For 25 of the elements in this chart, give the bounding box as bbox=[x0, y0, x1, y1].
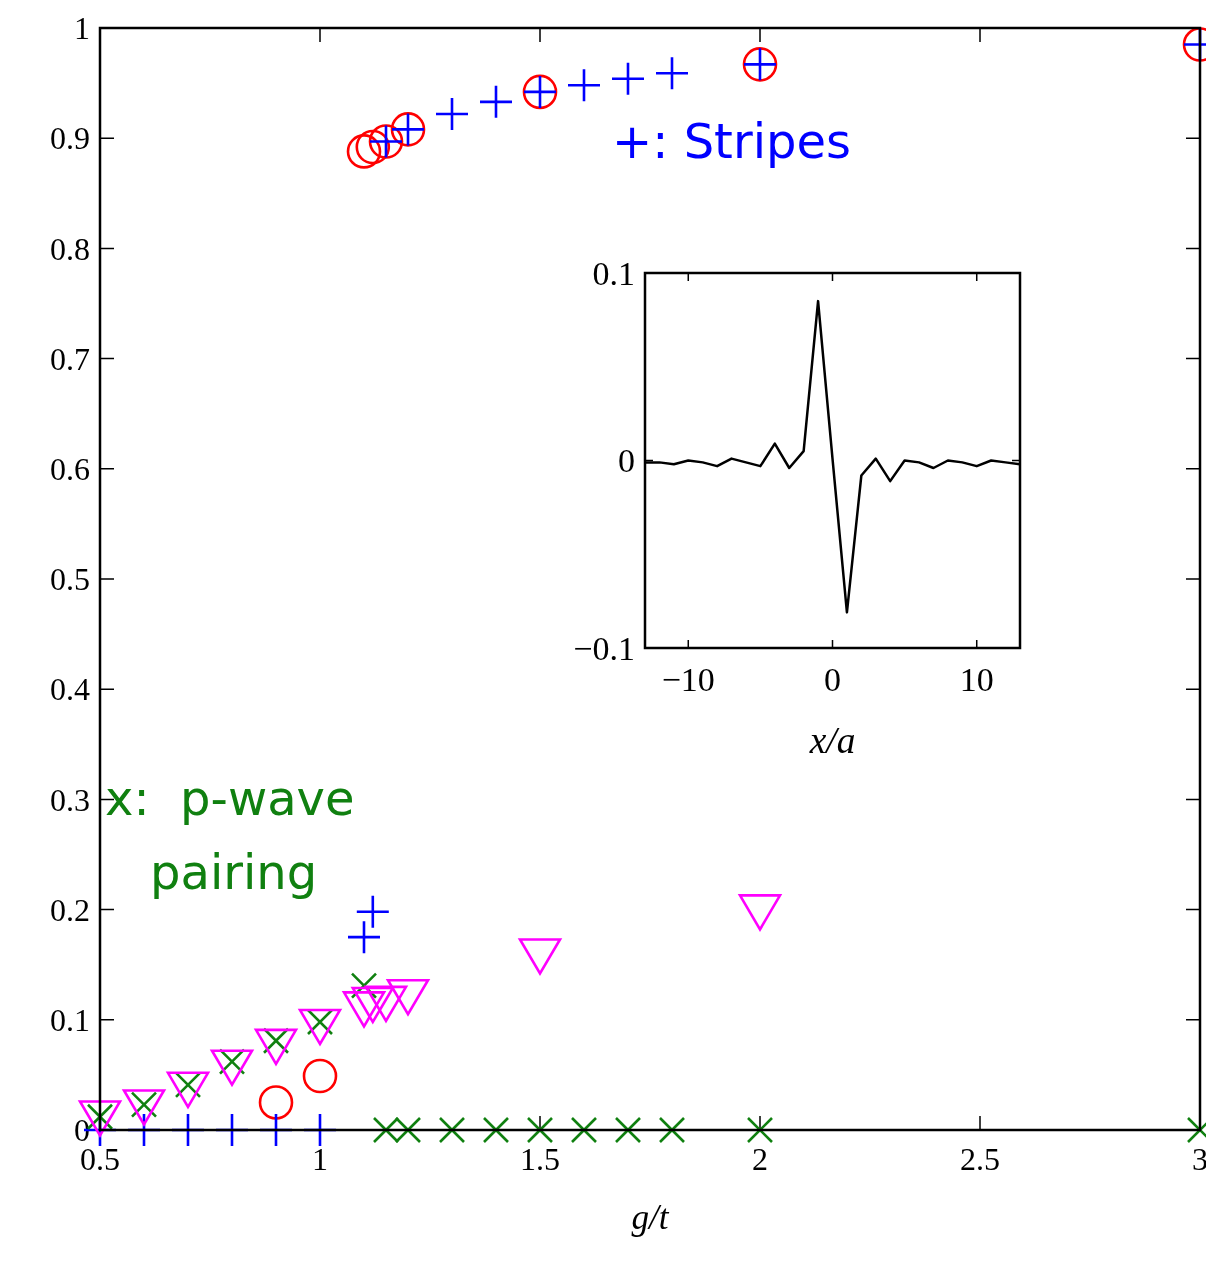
x-axis-title: x/a bbox=[808, 720, 856, 762]
y-tick-label: 1 bbox=[74, 10, 90, 47]
x-tick-label: 10 bbox=[959, 660, 994, 698]
x-tick-label: 0 bbox=[824, 660, 841, 698]
x-tick-label: 3 bbox=[1192, 1141, 1206, 1177]
y-tick-label: 0.6 bbox=[50, 451, 90, 487]
y-tick-label: 0.4 bbox=[50, 671, 90, 708]
x-tick-label: 1.5 bbox=[520, 1141, 560, 1177]
y-tick-label: 0.1 bbox=[592, 254, 635, 292]
y-tick-label: 0.1 bbox=[50, 1002, 90, 1038]
series-label: x: p-wave pairing bbox=[105, 770, 355, 900]
y-tick-label: 0 bbox=[618, 442, 635, 480]
x-tick-label: −10 bbox=[661, 660, 715, 698]
x-tick-label: 1 bbox=[312, 1141, 328, 1177]
series-label: +: Stripes bbox=[612, 113, 852, 169]
x-tick-label: 2 bbox=[752, 1141, 768, 1177]
y-tick-label: 0.9 bbox=[50, 120, 90, 157]
y-tick-label: 0.7 bbox=[50, 340, 90, 377]
x-axis-title: g/t bbox=[631, 1198, 670, 1238]
y-tick-label: 0.2 bbox=[50, 891, 90, 928]
y-tick-label: 0.8 bbox=[50, 230, 90, 267]
y-tick-label: −0.1 bbox=[573, 629, 635, 667]
y-tick-label: 0.5 bbox=[50, 561, 90, 598]
y-tick-label: 0.3 bbox=[50, 781, 90, 818]
x-tick-label: 2.5 bbox=[960, 1141, 1000, 1177]
